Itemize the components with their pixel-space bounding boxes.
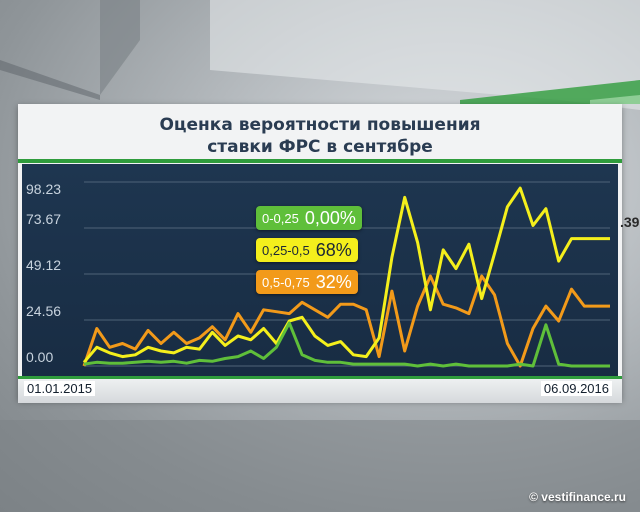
y-tick-label: 49.12 xyxy=(26,257,61,273)
series-line-0-25-0-5 xyxy=(82,186,610,364)
y-tick-label: 0.00 xyxy=(26,349,53,365)
background-side-text: .39 xyxy=(620,214,640,230)
chart-title-line-2: ставки ФРС в сентябре xyxy=(207,137,433,157)
legend-range: 0,5-0,75 xyxy=(262,274,310,290)
legend-item-0-25-0-5: 0,25-0,5 68% xyxy=(256,238,358,262)
y-tick-label: 98.23 xyxy=(26,181,61,197)
series-line-0-5-0-75 xyxy=(82,274,610,368)
legend-range: 0-0,25 xyxy=(262,210,299,226)
x-start-label: 01.01.2015 xyxy=(24,381,96,396)
chart-title-line-1: Оценка вероятности повышения xyxy=(159,115,481,135)
x-end-label: 06.09.2016 xyxy=(540,381,612,396)
legend-item-0-0-25: 0-0,25 0,00% xyxy=(256,206,362,230)
legend-item-0-5-0-75: 0,5-0,75 32% xyxy=(256,270,358,294)
date-bar: 01.01.2015 06.09.2016 xyxy=(18,376,622,403)
legend-value: 0,00% xyxy=(304,207,356,228)
legend-range: 0,25-0,5 xyxy=(262,242,310,258)
chart-title: Оценка вероятности повышения ставки ФРС … xyxy=(18,114,622,158)
y-tick-label: 24.56 xyxy=(26,303,61,319)
legend-value: 68% xyxy=(315,239,352,260)
title-divider xyxy=(18,159,622,163)
y-tick-label: 73.67 xyxy=(26,211,61,227)
credit-text: © vestifinance.ru xyxy=(529,490,626,504)
legend-value: 32% xyxy=(315,271,352,292)
series-line-0-0-25 xyxy=(83,321,610,368)
line-chart: 98.23 73.67 49.12 24.56 0.00 xyxy=(26,181,610,368)
